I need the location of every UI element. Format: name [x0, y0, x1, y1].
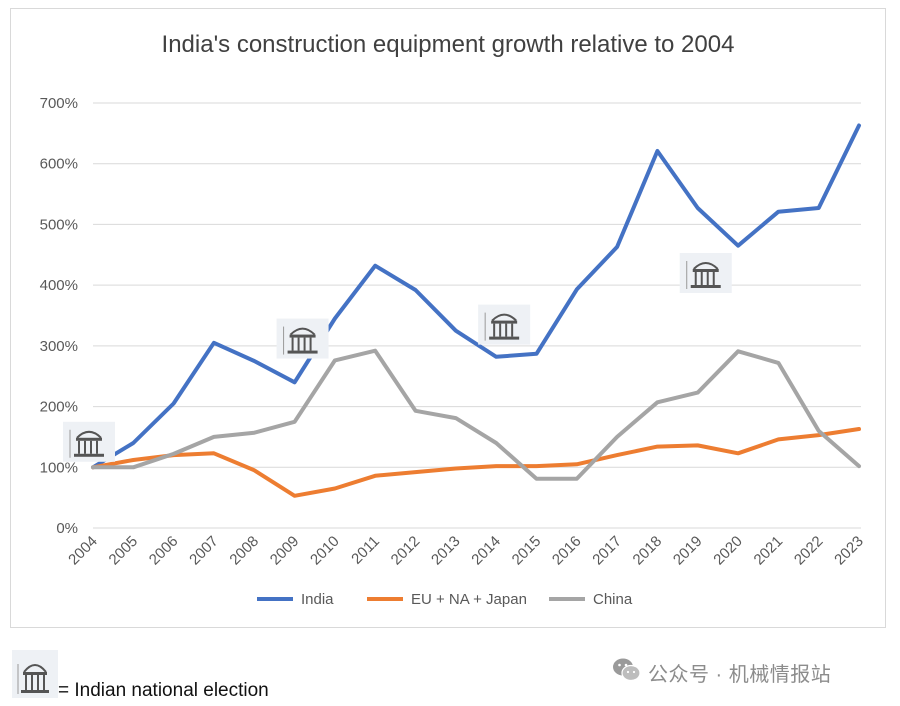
election-marker-icon	[63, 421, 115, 462]
x-tick-label: 2015	[509, 533, 545, 569]
x-tick-label: 2023	[831, 533, 867, 569]
y-tick-label: 100%	[40, 459, 78, 476]
election-marker-icon	[478, 304, 531, 345]
series-line-china	[91, 348, 861, 481]
x-tick-label: 2008	[226, 533, 262, 569]
y-tick-label: 600%	[40, 156, 78, 173]
y-tick-label: 200%	[40, 399, 78, 416]
x-tick-label: 2018	[630, 533, 666, 569]
x-tick-label: 2022	[791, 533, 827, 569]
x-tick-label: 2007	[186, 533, 222, 569]
x-tick-label: 2006	[146, 533, 182, 569]
x-tick-label: 2004	[65, 533, 101, 569]
x-tick-label: 2005	[106, 533, 142, 569]
legend-label-eu-na-japan: EU + NA + Japan	[411, 591, 527, 608]
y-tick-label: 400%	[40, 277, 78, 294]
x-tick-label: 2019	[670, 533, 706, 569]
watermark: 公众号 · 机械情报站	[612, 656, 882, 686]
x-tick-label: 2020	[710, 533, 746, 569]
wechat-icon	[613, 658, 641, 682]
x-tick-label: 2012	[388, 533, 424, 569]
indian-parliament-icon	[12, 650, 58, 698]
y-tick-label: 700%	[40, 95, 78, 112]
x-tick-label: 2009	[267, 533, 303, 569]
legend-label-india: India	[301, 591, 334, 608]
x-tick-label: 2010	[307, 533, 343, 569]
footnote: = Indian national election	[10, 650, 410, 701]
x-tick-label: 2021	[751, 533, 787, 569]
footnote-text: = Indian national election	[58, 680, 269, 701]
chart-title: India's construction equipment growth re…	[162, 31, 735, 58]
watermark-text: 公众号 · 机械情报站	[648, 664, 832, 686]
election-marker-icon	[679, 253, 732, 293]
x-tick-label: 2013	[428, 533, 464, 569]
series-line-india	[91, 123, 861, 470]
x-tick-label: 2016	[549, 533, 585, 569]
y-tick-label: 500%	[40, 216, 78, 233]
chart-frame: India's construction equipment growth re…	[10, 8, 886, 628]
series-line-eu-na-japan	[91, 427, 861, 498]
x-tick-label: 2014	[468, 533, 504, 569]
y-tick-label: 300%	[40, 338, 78, 355]
x-tick-label: 2011	[348, 533, 383, 568]
legend-label-china: China	[593, 591, 633, 608]
y-tick-label: 0%	[56, 520, 78, 537]
election-marker-icon	[276, 318, 329, 359]
line-chart: India's construction equipment growth re…	[40, 31, 867, 608]
x-tick-label: 2017	[589, 533, 625, 569]
